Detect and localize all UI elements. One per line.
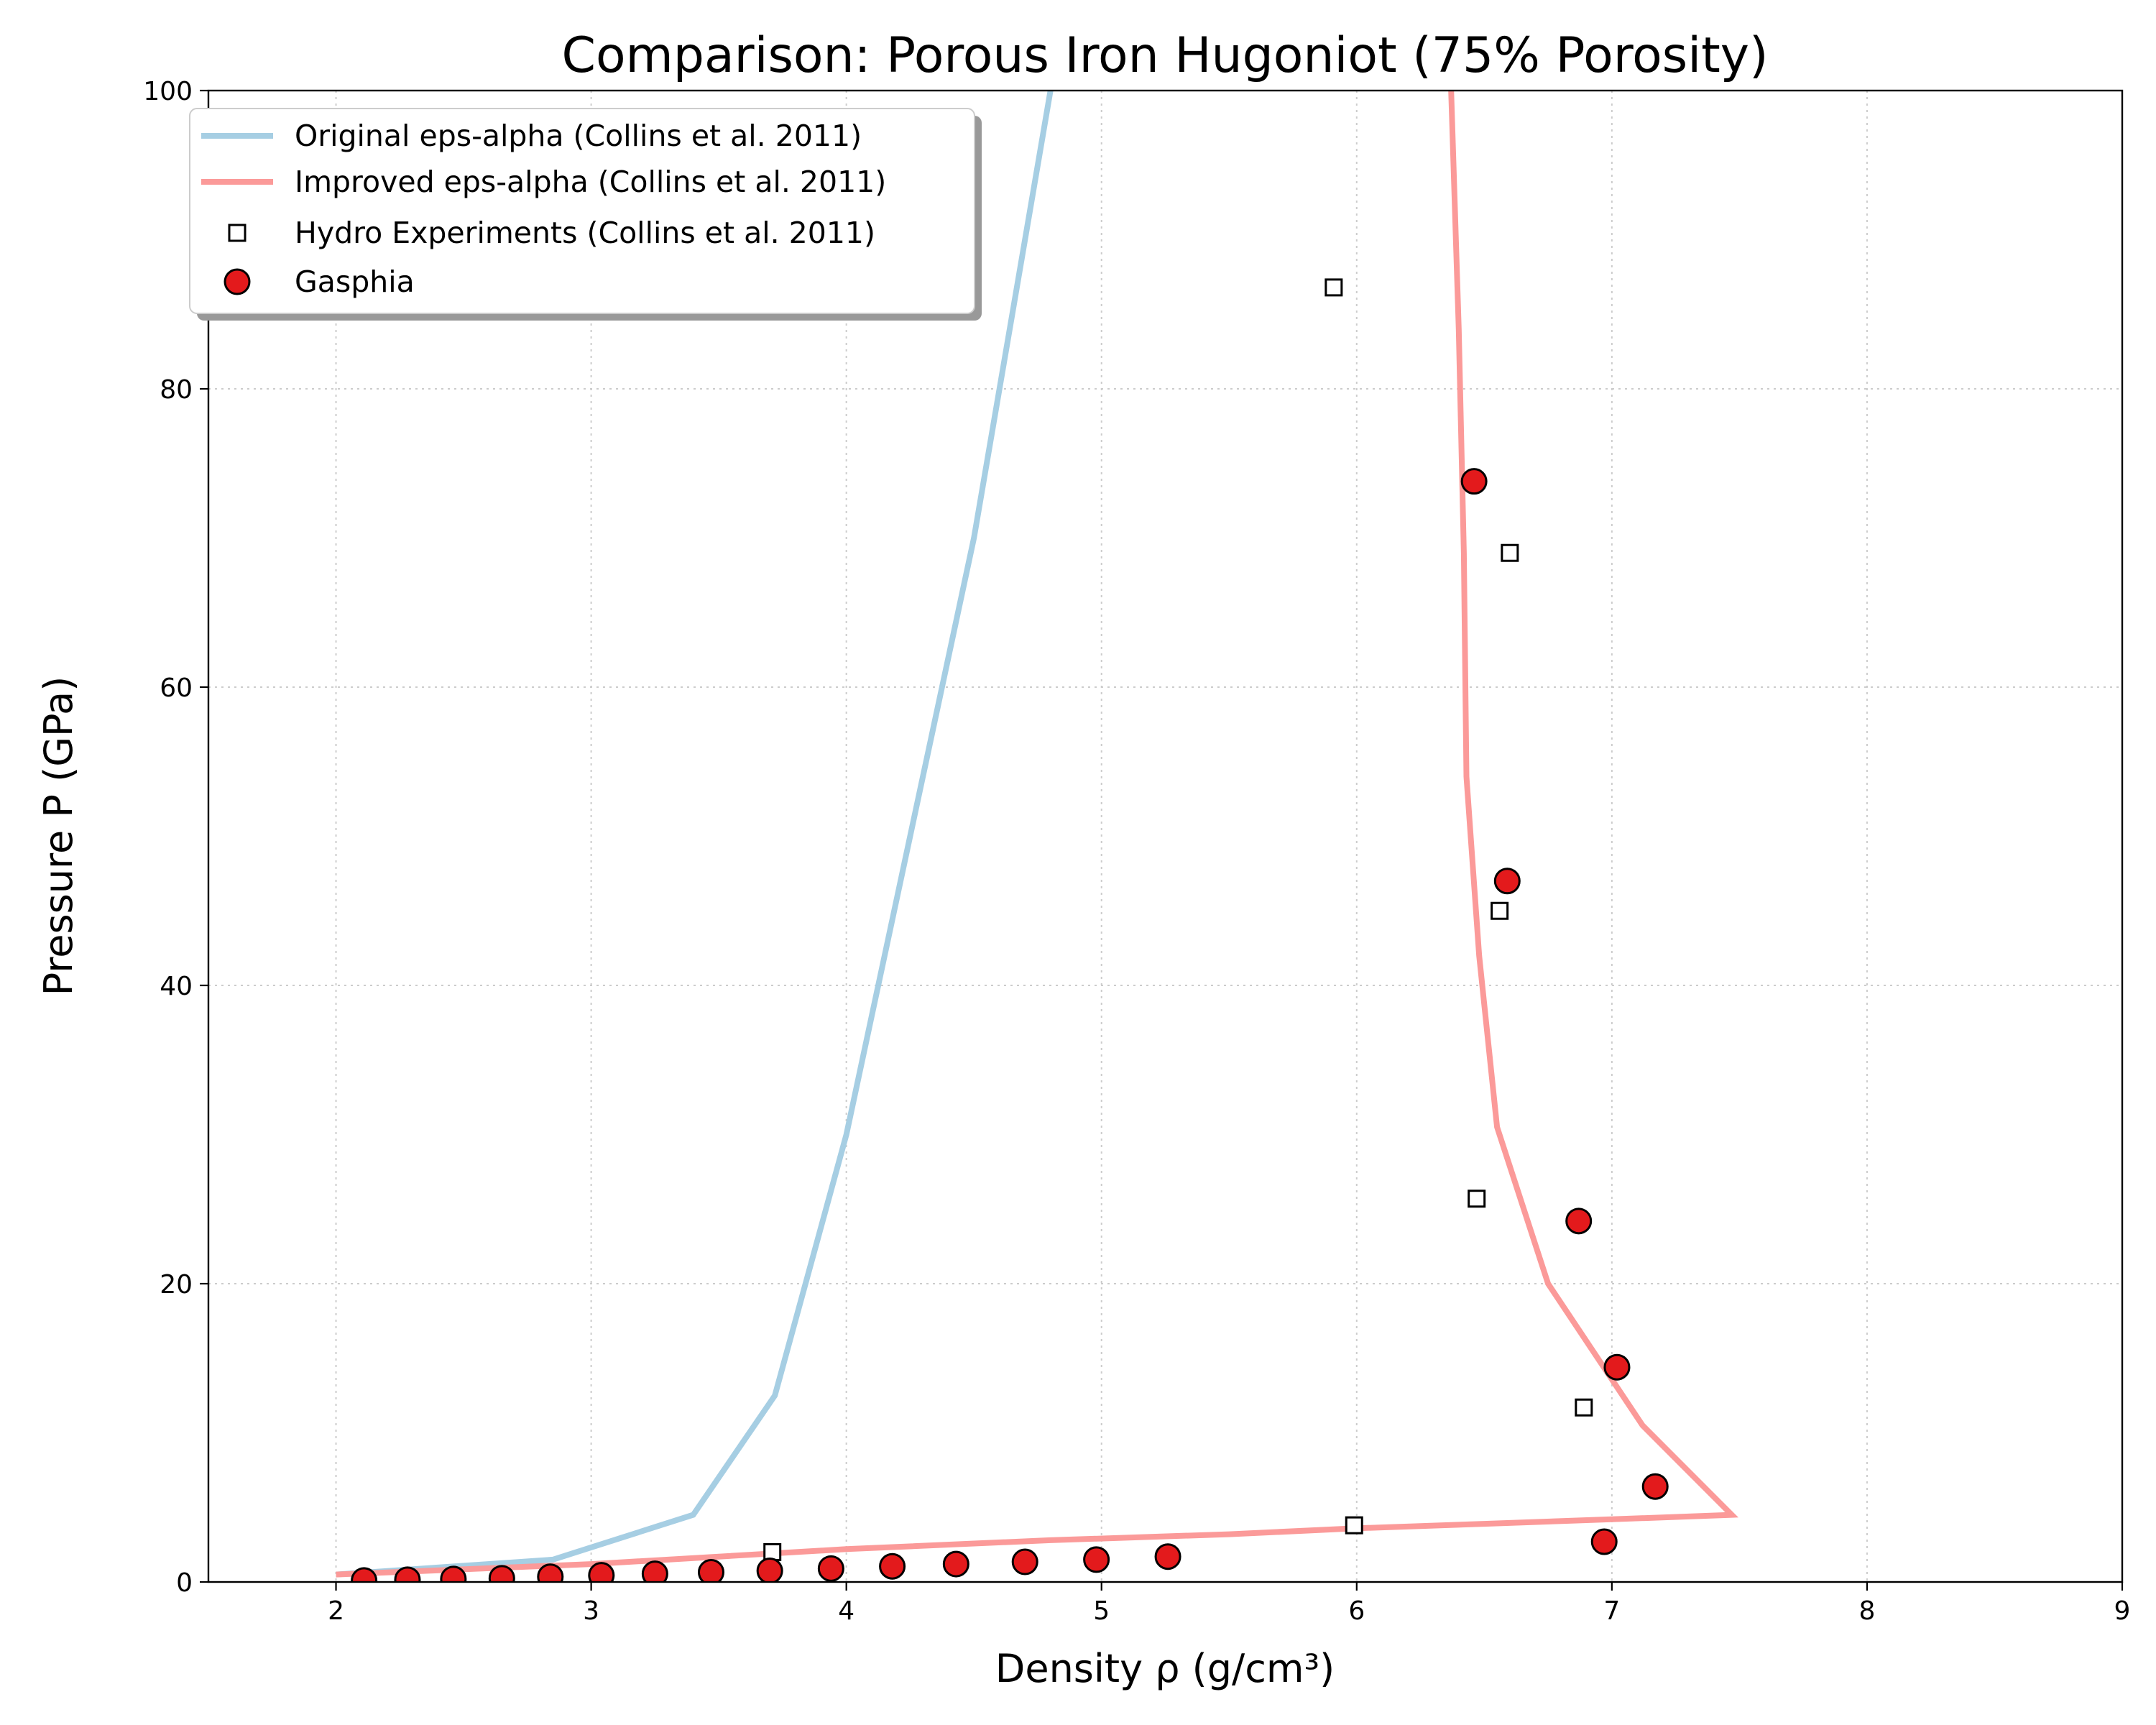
legend-entry: Original eps-alpha (Collins et al. 2011) bbox=[201, 119, 862, 153]
y-tick-label: 20 bbox=[160, 1270, 193, 1300]
data-point-circle bbox=[1603, 1353, 1631, 1381]
x-axis-label: Density ρ (g/cm³) bbox=[995, 1646, 1335, 1691]
data-point-circle bbox=[1590, 1528, 1618, 1555]
data-point-circle bbox=[1083, 1546, 1110, 1573]
data-point-circle bbox=[488, 1565, 515, 1582]
legend-label: Hydro Experiments (Collins et al. 2011) bbox=[295, 216, 875, 250]
legend-entry: Hydro Experiments (Collins et al. 2011) bbox=[228, 216, 875, 250]
series-line bbox=[336, 91, 1738, 1578]
data-point-square bbox=[1468, 1190, 1486, 1208]
data-point-circle bbox=[1011, 1548, 1038, 1576]
data-point-circle bbox=[817, 1555, 844, 1582]
ticks: 2 3 4 5 6 7 8 9 0 20 40 60 80 100 bbox=[143, 77, 2130, 1626]
y-tick-label: 100 bbox=[143, 77, 193, 106]
data-point-circle bbox=[1565, 1208, 1593, 1235]
x-tick-label: 3 bbox=[583, 1596, 599, 1626]
data-point-circle bbox=[697, 1559, 724, 1582]
data-point-circle bbox=[1493, 868, 1521, 895]
series-layer bbox=[336, 91, 1738, 1582]
x-tick-label: 7 bbox=[1603, 1596, 1620, 1626]
legend-label: Gasphia bbox=[295, 264, 415, 299]
data-point-circle bbox=[537, 1563, 564, 1582]
series-0 bbox=[336, 91, 1054, 1578]
legend-entry: Gasphia bbox=[224, 264, 415, 299]
legend-label: Improved eps-alpha (Collins et al. 2011) bbox=[295, 165, 886, 199]
data-point-circle bbox=[588, 1562, 615, 1582]
data-point-circle bbox=[440, 1565, 467, 1582]
data-point-circle bbox=[351, 1567, 378, 1582]
data-point-circle bbox=[1154, 1543, 1181, 1570]
x-tick-label: 9 bbox=[2114, 1596, 2131, 1626]
legend-entry: Improved eps-alpha (Collins et al. 2011) bbox=[201, 165, 886, 199]
y-tick-label: 40 bbox=[160, 972, 193, 1001]
y-tick-label: 0 bbox=[176, 1568, 193, 1598]
series-2 bbox=[763, 278, 1593, 1561]
data-point-square bbox=[763, 1543, 782, 1561]
legend-label: Original eps-alpha (Collins et al. 2011) bbox=[295, 119, 862, 153]
data-point-square bbox=[1575, 1398, 1593, 1417]
data-point-square bbox=[1501, 543, 1519, 562]
legend: Original eps-alpha (Collins et al. 2011)… bbox=[189, 108, 982, 321]
x-tick-label: 8 bbox=[1858, 1596, 1875, 1626]
plot-area bbox=[208, 91, 2122, 1582]
legend-swatch-circle bbox=[224, 268, 251, 295]
x-tick-label: 5 bbox=[1093, 1596, 1110, 1626]
data-point-circle bbox=[879, 1552, 906, 1580]
series-3 bbox=[351, 468, 1669, 1582]
chart-title: Comparison: Porous Iron Hugoniot (75% Po… bbox=[561, 27, 1768, 84]
legend-swatch-square bbox=[228, 224, 247, 242]
data-point-circle bbox=[942, 1550, 969, 1578]
x-tick-label: 2 bbox=[328, 1596, 344, 1626]
y-tick-label: 60 bbox=[160, 673, 193, 703]
y-axis-label: Pressure P (GPa) bbox=[36, 676, 81, 996]
data-point-circle bbox=[641, 1560, 668, 1582]
data-point-square bbox=[1491, 901, 1509, 920]
data-point-circle bbox=[394, 1566, 421, 1582]
data-point-circle bbox=[756, 1557, 783, 1582]
legend-box bbox=[189, 108, 975, 314]
x-tick-label: 6 bbox=[1348, 1596, 1365, 1626]
y-tick-label: 80 bbox=[160, 375, 193, 405]
data-point-circle bbox=[1641, 1473, 1669, 1500]
series-1 bbox=[336, 91, 1738, 1578]
data-point-square bbox=[1325, 278, 1343, 297]
data-point-square bbox=[1345, 1516, 1363, 1535]
series-line bbox=[336, 91, 1054, 1578]
x-tick-label: 4 bbox=[838, 1596, 854, 1626]
axes-frame bbox=[207, 89, 2124, 1583]
data-point-circle bbox=[1460, 468, 1488, 495]
